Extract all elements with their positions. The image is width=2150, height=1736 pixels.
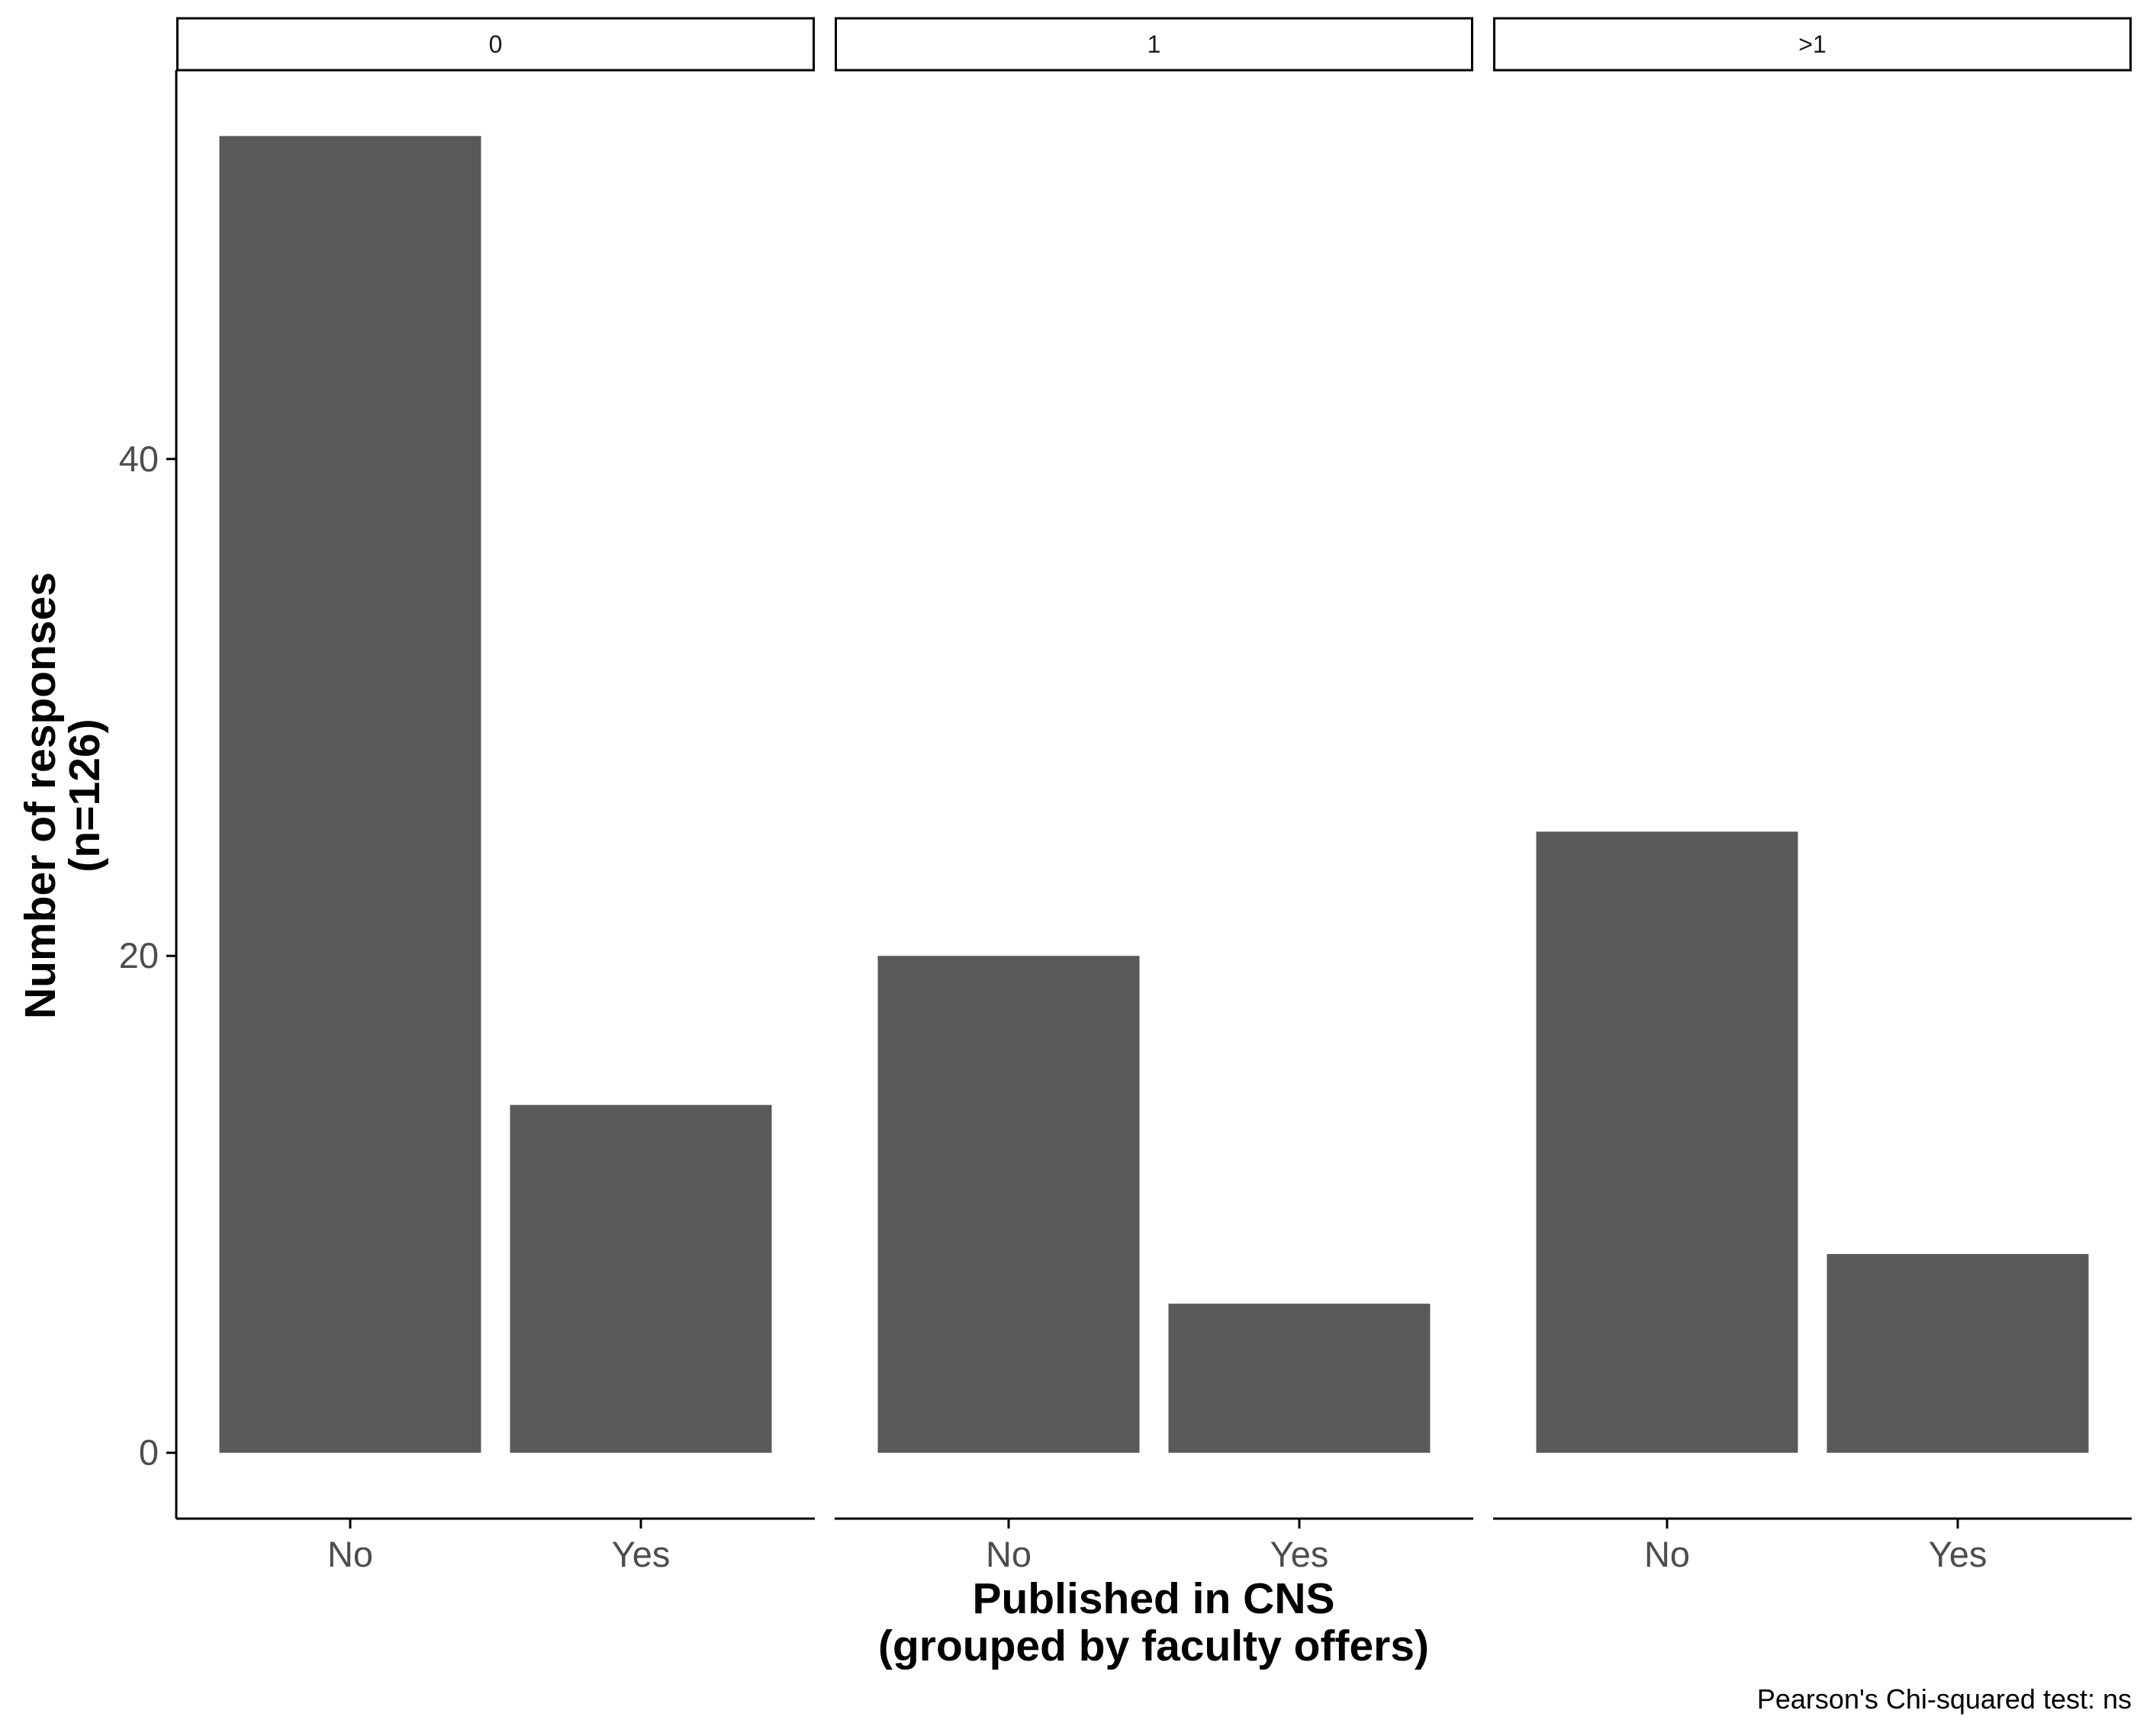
x-tick-label: Yes xyxy=(1929,1534,1987,1574)
y-axis-title: (n=126) xyxy=(60,719,109,872)
facet-strip-label: 1 xyxy=(1147,31,1161,58)
x-tick-label: Yes xyxy=(612,1534,671,1574)
x-tick-label: No xyxy=(1644,1534,1690,1574)
y-tick-label: 20 xyxy=(119,935,159,976)
bar-no xyxy=(877,956,1140,1453)
bar-yes xyxy=(510,1104,772,1453)
facet-strip xyxy=(1493,17,2132,72)
x-tick-label: No xyxy=(327,1534,373,1574)
x-tick-label: No xyxy=(986,1534,1032,1574)
chart-caption: Pearson's Chi-squared test: ns xyxy=(1757,1683,2132,1715)
x-axis-title: Published in CNS xyxy=(972,1574,1334,1623)
facet-strip-label: >1 xyxy=(1798,31,1826,58)
y-axis-title: Number of responses xyxy=(16,572,65,1019)
x-axis-title: (grouped by faculty offers) xyxy=(878,1622,1429,1670)
bar-no xyxy=(1536,831,1798,1453)
bar-yes xyxy=(1827,1254,2089,1453)
facet-strip xyxy=(835,17,1473,72)
facet-strip-label: 0 xyxy=(489,31,503,58)
y-tick-label: 0 xyxy=(139,1432,159,1473)
x-tick-label: Yes xyxy=(1270,1534,1329,1574)
y-tick-label: 40 xyxy=(119,439,159,479)
bar-yes xyxy=(1168,1304,1431,1453)
bar-no xyxy=(219,136,481,1453)
facet-strip xyxy=(176,17,815,72)
